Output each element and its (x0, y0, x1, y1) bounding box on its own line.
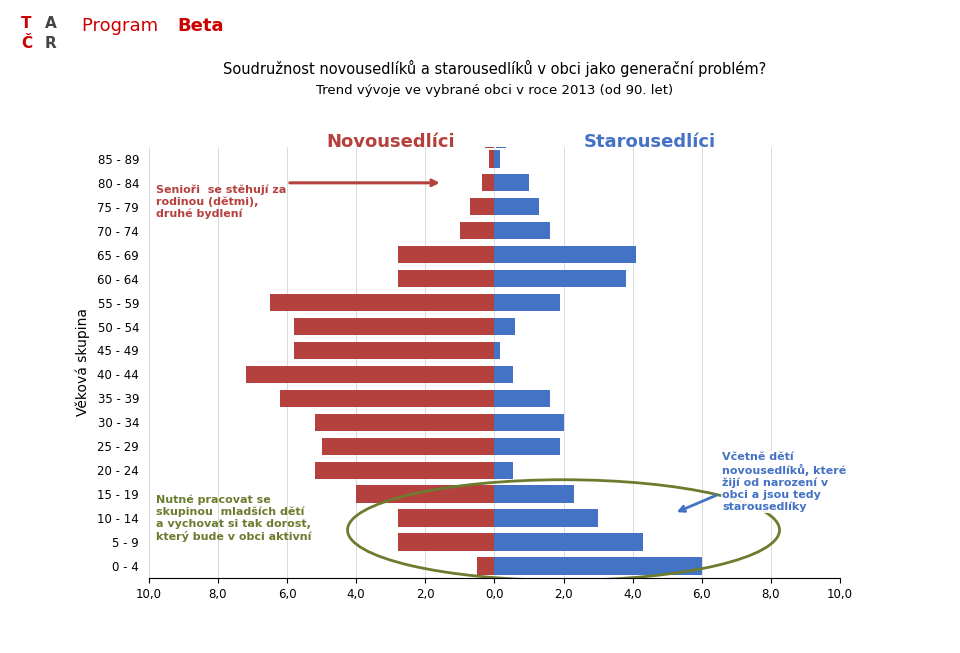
Bar (280, 390, 494, 407)
Text: A: A (45, 16, 57, 31)
Bar (294, 342, 494, 359)
Bar (494, 222, 550, 240)
Text: 30.9.2015: 30.9.2015 (879, 629, 946, 643)
Bar (460, 222, 494, 240)
Y-axis label: Věková skupina: Věková skupina (76, 308, 90, 417)
Bar (485, 136, 494, 148)
Bar (477, 557, 494, 575)
Text: R: R (45, 36, 57, 51)
Bar (397, 509, 494, 527)
Bar (315, 462, 494, 479)
Text: T: T (21, 16, 32, 31)
Bar (494, 150, 499, 168)
Bar (270, 294, 494, 311)
Bar (294, 318, 494, 335)
Text: PROCES – Centrum pro rozvoj obcí a regionů, s.r.o. člen PAAC CONSORTIUM: PROCES – Centrum pro rozvoj obcí a regio… (14, 629, 514, 643)
Text: Soudružnost novousedlíků a starousedlíků v obci jako generační problém?: Soudružnost novousedlíků a starousedlíků… (223, 60, 766, 77)
Bar (494, 534, 643, 550)
Bar (315, 413, 494, 431)
Bar (397, 534, 494, 550)
Bar (490, 150, 494, 168)
Text: Nutné pracovat se
skupinou  mladších dětí
a vychovat si tak dorost,
který bude v: Nutné pracovat se skupinou mladších dětí… (156, 494, 311, 541)
Bar (397, 246, 494, 263)
Bar (494, 318, 516, 335)
Text: Senioři  se stěhují za
rodinou (dětmi),
druhé bydlení: Senioři se stěhují za rodinou (dětmi), d… (156, 185, 286, 219)
Bar (494, 246, 636, 263)
Bar (494, 366, 514, 383)
Bar (496, 136, 506, 148)
Bar (470, 198, 494, 215)
Bar (397, 270, 494, 287)
Bar (494, 485, 574, 503)
Text: Včetně dětí
novousedlíků, které
žijí od narození v
obci a jsou tedy
starousedlík: Včetně dětí novousedlíků, které žijí od … (723, 452, 847, 512)
Text: Program: Program (82, 17, 163, 35)
Bar (494, 438, 560, 455)
Text: Novousedlíci: Novousedlíci (326, 133, 455, 151)
Text: Č: Č (21, 36, 33, 51)
Bar (494, 413, 564, 431)
Text: Beta: Beta (178, 17, 224, 35)
Bar (494, 294, 560, 311)
Text: Starousedlíci: Starousedlíci (584, 133, 716, 151)
Bar (482, 174, 494, 191)
Bar (494, 557, 702, 575)
Text: Trend vývoje ve vybrané obci v roce 2013 (od 90. let): Trend vývoje ve vybrané obci v roce 2013… (316, 84, 673, 97)
Bar (356, 485, 494, 503)
Bar (322, 438, 494, 455)
Bar (246, 366, 494, 383)
Bar (494, 174, 529, 191)
Bar (494, 462, 514, 479)
Bar (494, 509, 598, 527)
Bar (494, 342, 499, 359)
Bar (494, 390, 550, 407)
Bar (494, 270, 626, 287)
Bar (494, 198, 540, 215)
